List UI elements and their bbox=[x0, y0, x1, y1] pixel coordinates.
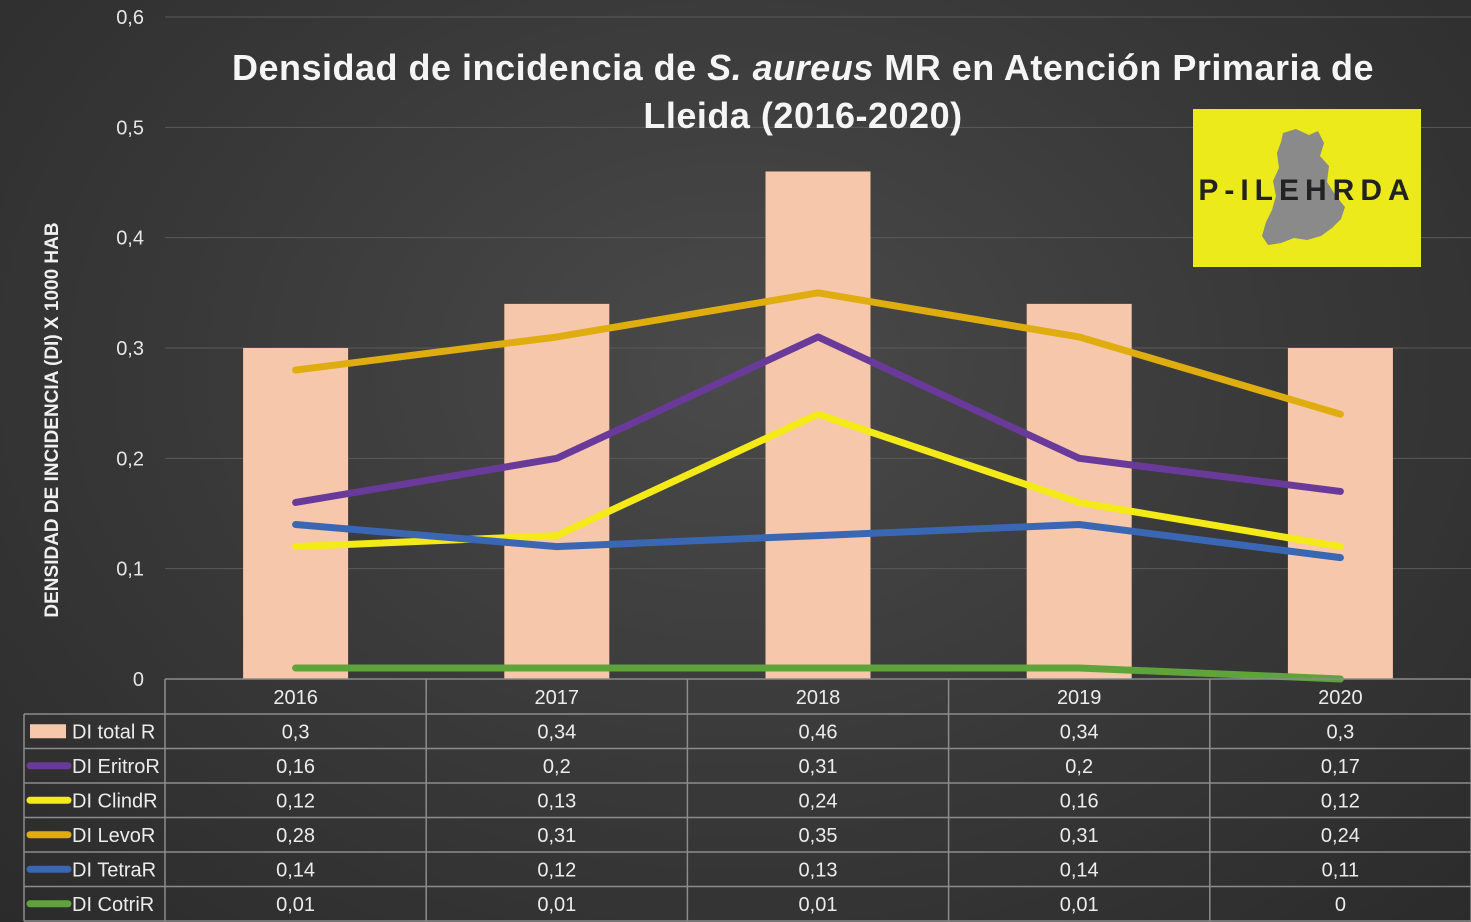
bar-total-r bbox=[504, 303, 610, 679]
table-cell-value: 0,17 bbox=[1321, 756, 1360, 778]
table-cell-value: 0,3 bbox=[1326, 721, 1354, 743]
y-tick-label: 0,6 bbox=[116, 7, 144, 29]
series-name: DI CotriR bbox=[72, 894, 154, 916]
table-cell-value: 0,01 bbox=[1060, 894, 1099, 916]
table-cell-value: 0,11 bbox=[1322, 859, 1359, 881]
y-tick-label: 0,3 bbox=[116, 338, 144, 360]
table-cell-value: 0,13 bbox=[799, 859, 838, 881]
line-di-eritror bbox=[292, 333, 1344, 506]
table-cell-value: 0,12 bbox=[537, 859, 576, 881]
table-cell-value: 0,28 bbox=[276, 825, 315, 847]
table-cell-value: 0,2 bbox=[1065, 756, 1093, 778]
title-part-italic: S. aureus bbox=[707, 47, 874, 88]
y-axis-label: DENSIDAD DE INCIDENCIA (DI) X 1000 HAB bbox=[42, 222, 63, 617]
y-axis-ticks: 0 0,1 0,2 0,3 0,4 0,5 0,6 bbox=[116, 7, 144, 691]
x-category-label: 2016 bbox=[273, 687, 318, 709]
table-cell-value: 0,2 bbox=[543, 756, 571, 778]
x-category-label: 2019 bbox=[1057, 687, 1102, 709]
data-table: 2016 2017 2018 2019 2020 DI total R 0,3 0,34 0,4… bbox=[23, 678, 1471, 922]
table-cell-value: 0,16 bbox=[1060, 790, 1099, 812]
line-di-cotrir bbox=[292, 664, 1344, 683]
bar-total-r bbox=[1287, 348, 1393, 679]
x-category-label: 2017 bbox=[535, 687, 580, 709]
table-cell-value: 0,24 bbox=[1321, 825, 1360, 847]
table-cell-value: 0,31 bbox=[799, 756, 838, 778]
table-cell-value: 0,34 bbox=[1060, 721, 1099, 743]
table-cell-value: 0,16 bbox=[276, 756, 315, 778]
table-cell-value: 0 bbox=[1335, 894, 1346, 916]
lines bbox=[292, 289, 1344, 683]
table-cell-value: 0,01 bbox=[537, 894, 576, 916]
line-di-tetrar bbox=[292, 521, 1344, 562]
bar-total-r bbox=[243, 348, 349, 679]
x-category-label: 2018 bbox=[796, 687, 841, 709]
series-name: DI TetraR bbox=[72, 859, 156, 881]
table-cell-value: 0,3 bbox=[282, 721, 310, 743]
chart-title-line2: Lleida (2016-2020) bbox=[643, 95, 962, 136]
title-part-1: Densidad de incidencia de bbox=[232, 47, 707, 88]
lleida-map-icon bbox=[1262, 129, 1345, 245]
y-tick-label: 0,4 bbox=[116, 228, 144, 250]
title-part-3: MR en Atención Primaria de bbox=[874, 47, 1374, 88]
table-cell-value: 0,31 bbox=[1060, 825, 1099, 847]
y-tick-label: 0,1 bbox=[116, 559, 144, 581]
series-name: DI LevoR bbox=[72, 825, 155, 847]
table-cell-value: 0,34 bbox=[537, 721, 576, 743]
series-name: DI EritroR bbox=[72, 756, 160, 778]
table-cell-value: 0,01 bbox=[276, 894, 315, 916]
table-cell-value: 0,24 bbox=[799, 790, 838, 812]
y-tick-label: 0,2 bbox=[116, 448, 144, 470]
line-di-levor bbox=[292, 289, 1344, 418]
table-cell-value: 0,14 bbox=[1060, 859, 1099, 881]
logo: P-ILEHRDA bbox=[1193, 109, 1421, 267]
legend-swatch-bar bbox=[30, 724, 66, 739]
table-cell-value: 0,31 bbox=[537, 825, 576, 847]
y-tick-label: 0 bbox=[133, 669, 144, 691]
x-category-label: 2020 bbox=[1318, 687, 1363, 709]
series-name: DI total R bbox=[72, 721, 155, 743]
table-cell-value: 0,12 bbox=[276, 790, 315, 812]
series-name: DI ClindR bbox=[72, 790, 158, 812]
logo-text: P-ILEHRDA bbox=[1198, 174, 1415, 207]
table-cell-value: 0,14 bbox=[276, 859, 315, 881]
chart-title-line1: Densidad de incidencia de S. aureus MR e… bbox=[232, 47, 1374, 88]
table-cell-value: 0,13 bbox=[537, 790, 576, 812]
table-cell-value: 0,35 bbox=[799, 825, 838, 847]
table-cell-value: 0,12 bbox=[1321, 790, 1360, 812]
y-tick-label: 0,5 bbox=[116, 117, 144, 139]
table-cell-value: 0,01 bbox=[799, 894, 838, 916]
table-cell-value: 0,46 bbox=[799, 721, 838, 743]
